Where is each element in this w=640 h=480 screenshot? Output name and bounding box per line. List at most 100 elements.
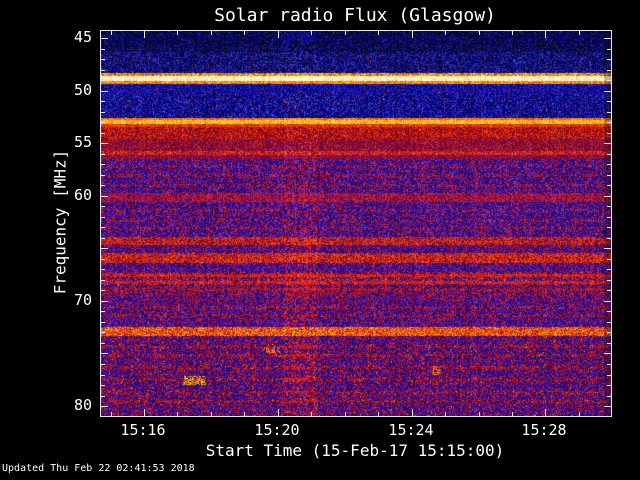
tick-mark <box>604 143 611 144</box>
tick-mark <box>607 332 611 333</box>
tick-mark <box>607 59 611 60</box>
tick-mark <box>101 406 108 407</box>
y-axis-label: Frequency [MHz] <box>50 149 70 295</box>
tick-mark <box>311 412 312 416</box>
tick-mark <box>604 248 611 249</box>
tick-mark <box>211 412 212 416</box>
tick-mark <box>607 280 611 281</box>
x-tick-label: 15:20 <box>254 421 300 439</box>
tick-mark <box>101 353 108 354</box>
tick-mark <box>101 38 108 39</box>
x-tick-label: 15:28 <box>521 421 567 439</box>
tick-mark <box>512 31 513 35</box>
tick-mark <box>101 301 108 302</box>
tick-mark <box>607 164 611 165</box>
tick-mark <box>244 31 245 35</box>
tick-mark <box>101 49 105 50</box>
tick-mark <box>607 80 611 81</box>
tick-mark <box>177 412 178 416</box>
tick-mark <box>101 185 105 186</box>
tick-mark <box>278 409 279 416</box>
tick-mark <box>412 31 413 38</box>
tick-mark <box>177 31 178 35</box>
updated-timestamp: Updated Thu Feb 22 02:41:53 2018 <box>2 463 195 474</box>
tick-mark <box>607 290 611 291</box>
plot-area <box>100 30 612 417</box>
tick-mark <box>278 31 279 38</box>
tick-mark <box>101 164 105 165</box>
y-tick-label: 80 <box>73 396 92 414</box>
tick-mark <box>607 385 611 386</box>
tick-mark <box>101 80 105 81</box>
tick-mark <box>607 311 611 312</box>
y-tick-label: 70 <box>73 291 92 309</box>
tick-mark <box>311 31 312 35</box>
tick-mark <box>378 31 379 35</box>
tick-mark <box>607 364 611 365</box>
tick-mark <box>607 185 611 186</box>
tick-mark <box>101 175 105 176</box>
tick-mark <box>445 412 446 416</box>
tick-mark <box>607 227 611 228</box>
tick-mark <box>101 322 105 323</box>
tick-mark <box>445 31 446 35</box>
tick-mark <box>144 31 145 38</box>
tick-mark <box>607 122 611 123</box>
tick-mark <box>607 375 611 376</box>
tick-mark <box>101 227 105 228</box>
tick-mark <box>101 101 105 102</box>
tick-mark <box>345 31 346 35</box>
tick-mark <box>607 133 611 134</box>
tick-mark <box>211 31 212 35</box>
tick-mark <box>101 269 105 270</box>
tick-mark <box>101 196 108 197</box>
x-axis-label: Start Time (15-Feb-17 15:15:00) <box>205 441 505 460</box>
y-tick-label: 45 <box>73 28 92 46</box>
tick-mark <box>545 31 546 38</box>
tick-mark <box>101 143 108 144</box>
tick-mark <box>607 206 611 207</box>
tick-mark <box>101 133 105 134</box>
spectrogram-canvas <box>101 31 611 416</box>
tick-mark <box>101 396 105 397</box>
tick-mark <box>604 91 611 92</box>
tick-mark <box>512 412 513 416</box>
tick-mark <box>607 269 611 270</box>
tick-mark <box>101 91 108 92</box>
tick-mark <box>101 311 105 312</box>
tick-mark <box>604 353 611 354</box>
tick-mark <box>607 101 611 102</box>
tick-mark <box>101 248 108 249</box>
tick-mark <box>604 196 611 197</box>
tick-mark <box>607 343 611 344</box>
tick-mark <box>545 409 546 416</box>
tick-mark <box>607 175 611 176</box>
tick-mark <box>101 238 105 239</box>
tick-mark <box>604 301 611 302</box>
tick-mark <box>607 49 611 50</box>
x-tick-label: 15:16 <box>120 421 166 439</box>
x-tick-label: 15:24 <box>388 421 434 439</box>
tick-mark <box>101 154 105 155</box>
tick-mark <box>607 259 611 260</box>
tick-mark <box>101 280 105 281</box>
tick-mark <box>604 38 611 39</box>
tick-mark <box>244 412 245 416</box>
tick-mark <box>607 154 611 155</box>
tick-mark <box>378 412 379 416</box>
tick-mark <box>579 412 580 416</box>
tick-mark <box>101 385 105 386</box>
y-tick-label: 60 <box>73 186 92 204</box>
tick-mark <box>479 412 480 416</box>
tick-mark <box>101 375 105 376</box>
chart-title: Solar radio Flux (Glasgow) <box>214 5 496 26</box>
tick-mark <box>607 238 611 239</box>
tick-mark <box>101 364 105 365</box>
tick-mark <box>607 322 611 323</box>
tick-mark <box>101 112 105 113</box>
tick-mark <box>604 406 611 407</box>
y-tick-label: 55 <box>73 133 92 151</box>
tick-mark <box>607 396 611 397</box>
tick-mark <box>101 290 105 291</box>
